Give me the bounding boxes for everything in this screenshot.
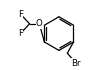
Text: F: F bbox=[18, 29, 23, 38]
Text: F: F bbox=[18, 10, 23, 18]
Text: O: O bbox=[36, 19, 43, 28]
Text: Br: Br bbox=[71, 59, 80, 67]
